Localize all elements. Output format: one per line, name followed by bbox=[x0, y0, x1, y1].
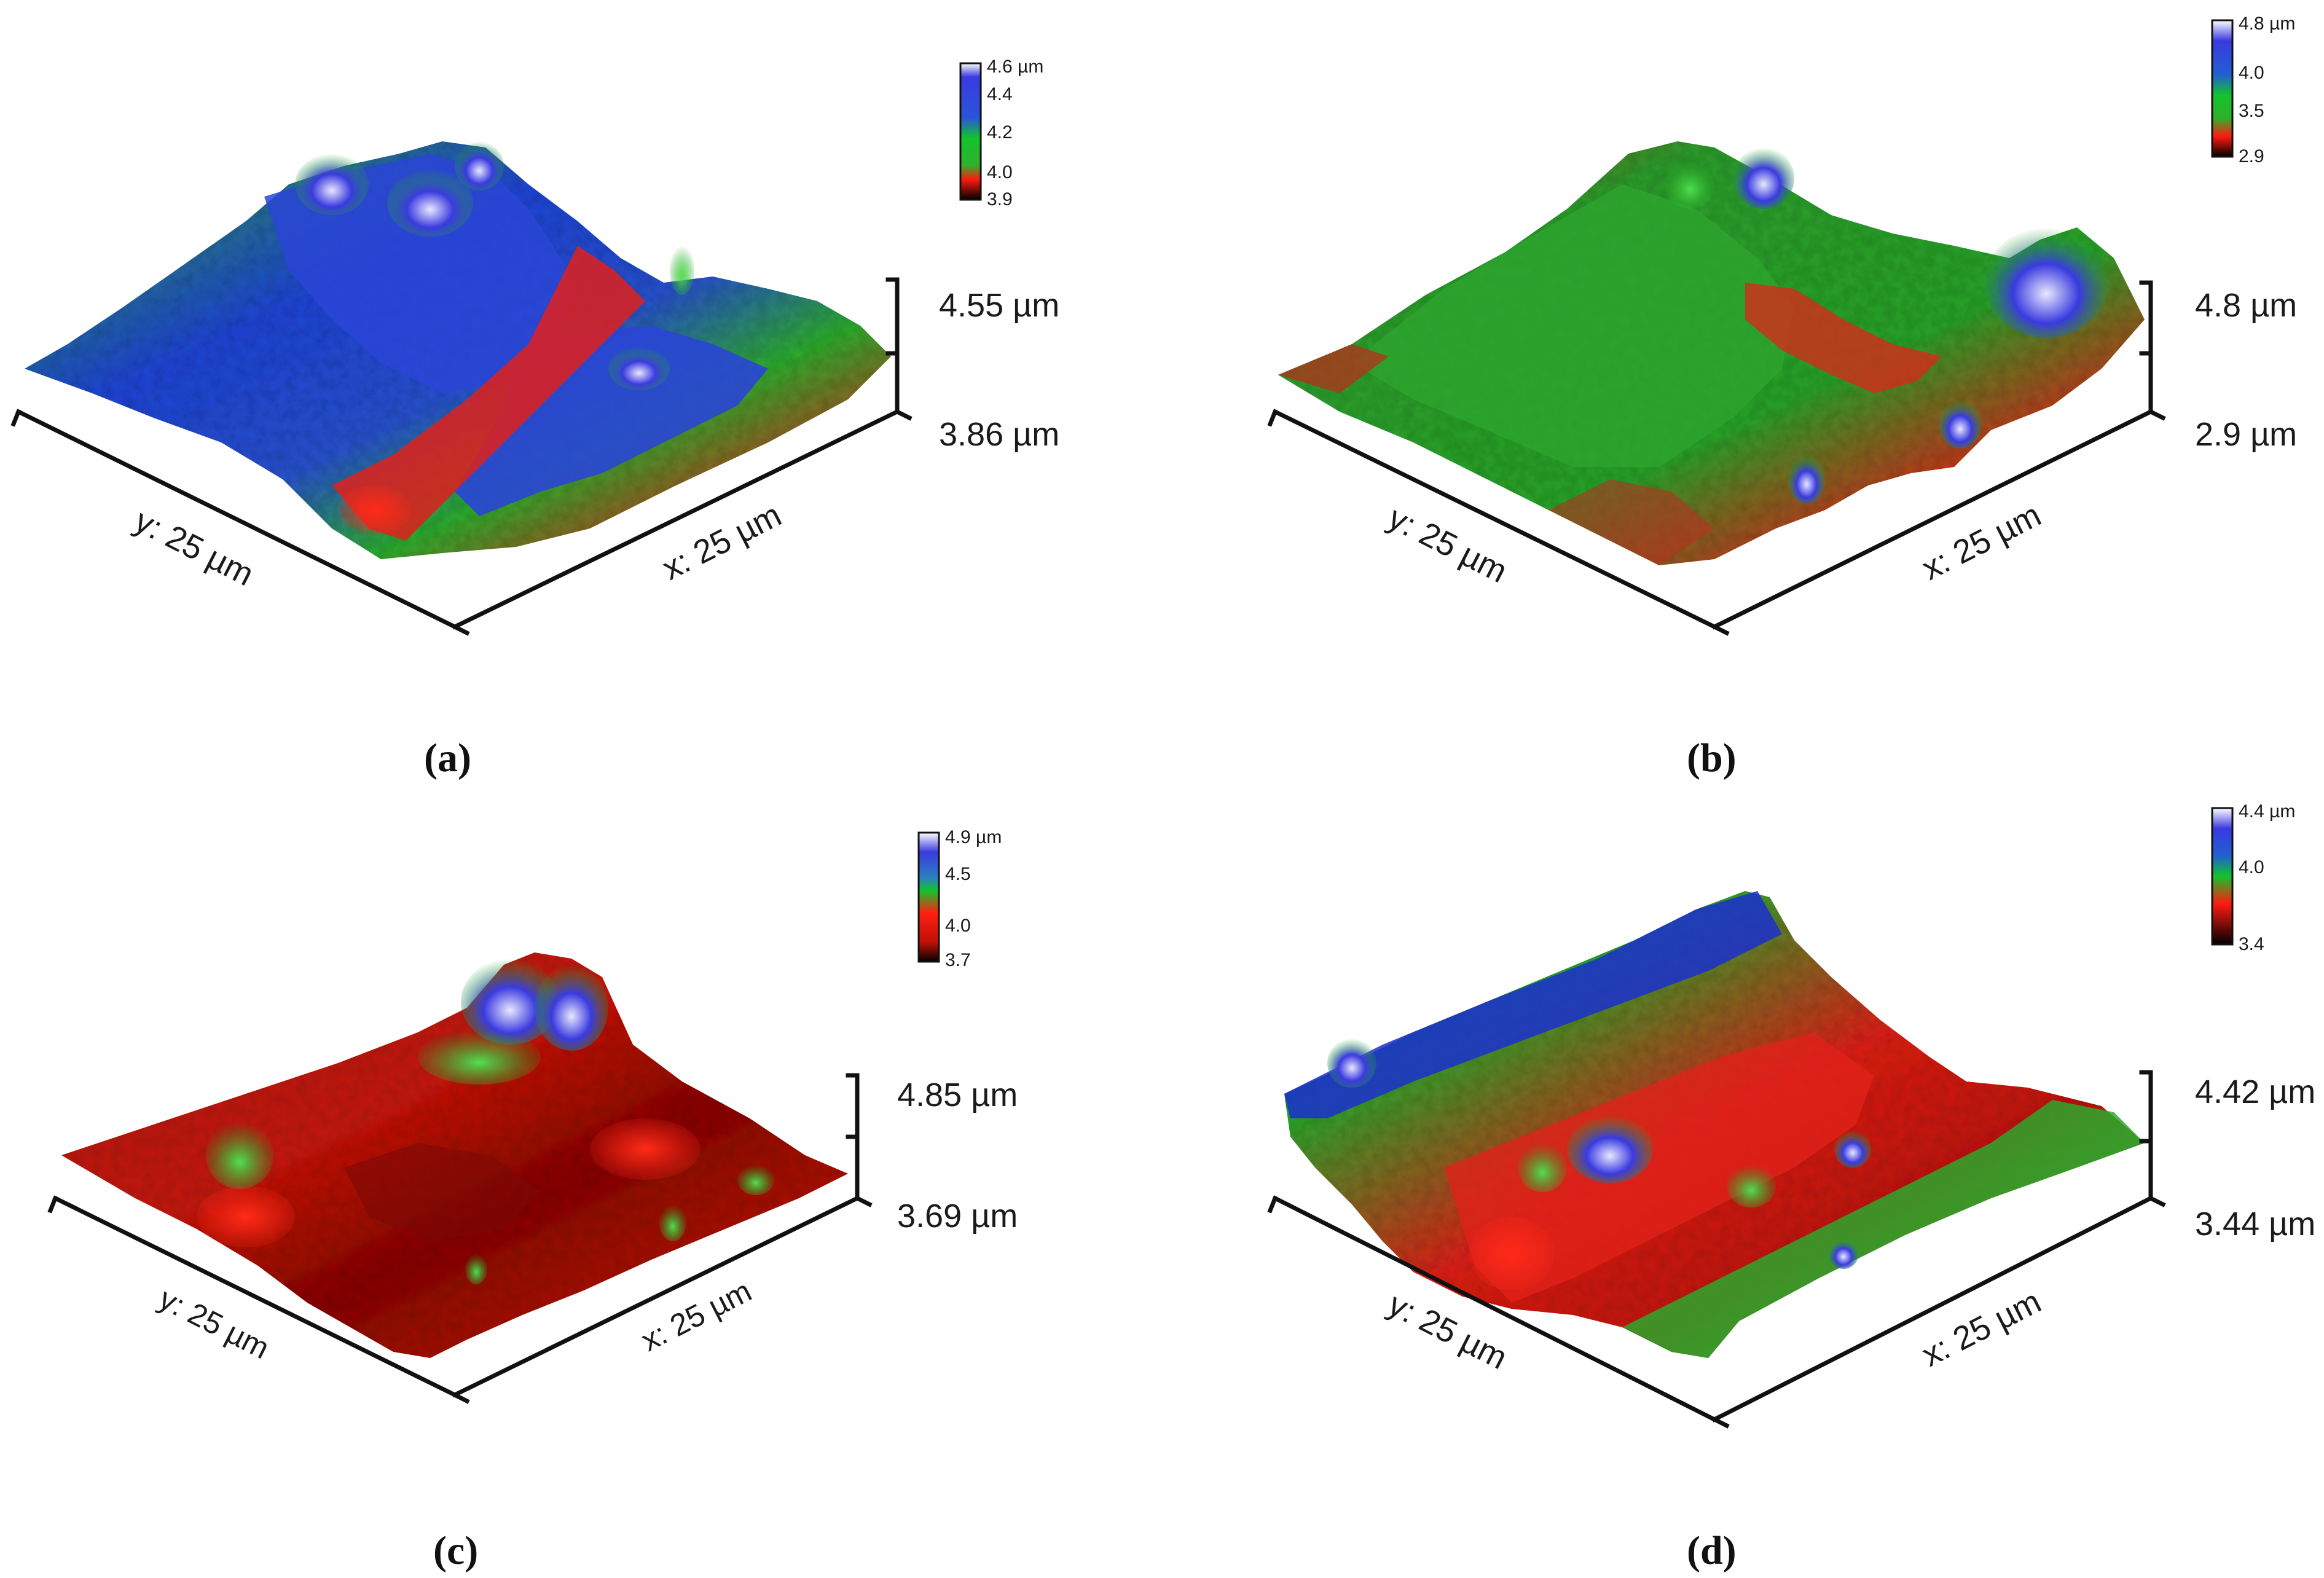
peak-c3 bbox=[206, 1121, 273, 1189]
panel-label-c: (c) bbox=[433, 1528, 478, 1573]
z-max-label-a: 4.55 µm bbox=[939, 287, 1059, 324]
colorbar-a-tick-1: 4.4 bbox=[987, 84, 1013, 104]
panel-label-d: (d) bbox=[1687, 1528, 1737, 1573]
x-axis-label-d: x: 25 µm bbox=[1916, 1283, 2047, 1374]
spot-c1 bbox=[197, 1186, 295, 1247]
z-min-label-b: 2.9 µm bbox=[2195, 416, 2297, 453]
colorbar-a-tick-0: 4.6 µm bbox=[987, 57, 1043, 77]
panel-b: y: 25 µm x: 25 µm 4.8 µm 2.9 µm 4.8 µm 4… bbox=[1267, 14, 2297, 780]
colorbar-b-tick-0: 4.8 µm bbox=[2239, 14, 2295, 34]
peak-c2 bbox=[535, 965, 608, 1051]
surface-b-red-edge bbox=[1278, 344, 1389, 393]
pit-a1 bbox=[338, 485, 412, 535]
panel-c: y: 25 µm x: 25 µm 4.85 µm 3.69 µm 4.9 µm… bbox=[47, 827, 1018, 1573]
colorbar-a-tick-2: 4.2 bbox=[987, 122, 1013, 143]
peak-a3 bbox=[455, 141, 504, 190]
y-axis-label-b: y: 25 µm bbox=[1383, 499, 1513, 590]
colorbar-d-tick-1: 4.0 bbox=[2239, 857, 2264, 877]
colorbar-b-tick-1: 4.0 bbox=[2239, 63, 2264, 83]
surface-b-red-trench bbox=[1745, 283, 1942, 393]
peak-c5 bbox=[659, 1204, 686, 1241]
peak-c6 bbox=[465, 1254, 487, 1284]
z-min-label-d: 3.44 µm bbox=[2195, 1206, 2315, 1242]
surface-d-red-basin bbox=[1444, 1032, 1874, 1303]
surface-b-green-field bbox=[1352, 184, 1794, 467]
peak-b3 bbox=[1985, 227, 2108, 338]
colorbar-d-tick-0: 4.4 µm bbox=[2239, 801, 2295, 822]
x-axis-label-b: x: 25 µm bbox=[1916, 497, 2047, 587]
peak-d2 bbox=[1567, 1115, 1653, 1183]
peak-b5 bbox=[1788, 455, 1825, 504]
peak-a1 bbox=[295, 154, 369, 215]
spot-c2 bbox=[590, 1118, 701, 1180]
peak-b4 bbox=[1939, 399, 1982, 449]
peak-d3 bbox=[1518, 1143, 1567, 1192]
z-max-label-c: 4.85 µm bbox=[897, 1077, 1018, 1113]
peak-d1 bbox=[1327, 1038, 1376, 1088]
surface-d-green-plain bbox=[1622, 1100, 2145, 1358]
peak-b2 bbox=[1665, 160, 1714, 209]
peak-c7 bbox=[737, 1164, 774, 1195]
axes-c bbox=[47, 1073, 873, 1404]
peak-c1 bbox=[461, 959, 559, 1045]
colorbar-c-tick-1: 4.5 bbox=[945, 864, 971, 884]
axes-d bbox=[1267, 1070, 2166, 1429]
peak-d5 bbox=[1727, 1164, 1776, 1207]
panel-d: y: 25 µm x: 25 µm 4.42 µm 3.44 µm 4.4 µm… bbox=[1267, 801, 2315, 1573]
surface-b-front-red bbox=[1549, 479, 1714, 565]
peak-b1 bbox=[1733, 147, 1794, 209]
panel-label-a: (a) bbox=[424, 736, 471, 780]
colorbar-d-tick-2: 3.4 bbox=[2239, 934, 2264, 954]
colorbar-c-tick-2: 4.0 bbox=[945, 916, 971, 936]
peak-d6 bbox=[1828, 1238, 1859, 1269]
axes-b bbox=[1267, 280, 2166, 636]
axes-a bbox=[10, 277, 913, 636]
y-axis-label-c: y: 25 µm bbox=[154, 1281, 275, 1365]
colorbar-c: 4.9 µm 4.5 4.0 3.7 bbox=[917, 827, 1002, 970]
colorbar-b: 4.8 µm 4.0 3.5 2.9 bbox=[2211, 14, 2295, 167]
colorbar-c-tick-3: 3.7 bbox=[945, 950, 971, 970]
surface-d-blue-crest bbox=[1284, 891, 1782, 1118]
panel-a: y: 25 µm x: 25 µm 4.55 µm 3.86 µm 4.6 µm… bbox=[10, 57, 1059, 780]
colorbar-d: 4.4 µm 4.0 3.4 bbox=[2211, 801, 2295, 954]
colorbar-a-tick-4: 3.9 bbox=[987, 189, 1013, 210]
z-min-label-c: 3.69 µm bbox=[897, 1198, 1018, 1235]
colorbar-b-tick-3: 2.9 bbox=[2239, 146, 2264, 167]
z-min-label-a: 3.86 µm bbox=[939, 416, 1059, 453]
pit-d1 bbox=[1469, 1217, 1555, 1290]
x-axis-label-a: x: 25 µm bbox=[656, 497, 787, 587]
surface-a-red-valley bbox=[332, 246, 645, 541]
peak-d4 bbox=[1834, 1131, 1871, 1168]
z-max-label-d: 4.42 µm bbox=[2195, 1074, 2315, 1110]
x-axis-label-c: x: 25 µm bbox=[636, 1273, 757, 1357]
peak-a2 bbox=[387, 169, 473, 237]
colorbar-a-tick-3: 4.0 bbox=[987, 162, 1013, 183]
colorbar-c-tick-0: 4.9 µm bbox=[945, 827, 1002, 847]
y-axis-label-a: y: 25 µm bbox=[129, 502, 260, 593]
spike-a1 bbox=[670, 246, 694, 295]
colorbar-a: 4.6 µm 4.4 4.2 4.0 3.9 bbox=[959, 57, 1043, 210]
z-max-label-b: 4.8 µm bbox=[2195, 287, 2297, 324]
colorbar-b-tick-2: 3.5 bbox=[2239, 101, 2264, 121]
surface-c-dark-center bbox=[344, 1143, 541, 1241]
peak-a4 bbox=[608, 347, 670, 390]
panel-label-b: (b) bbox=[1687, 736, 1737, 780]
peak-c4 bbox=[418, 1029, 541, 1085]
